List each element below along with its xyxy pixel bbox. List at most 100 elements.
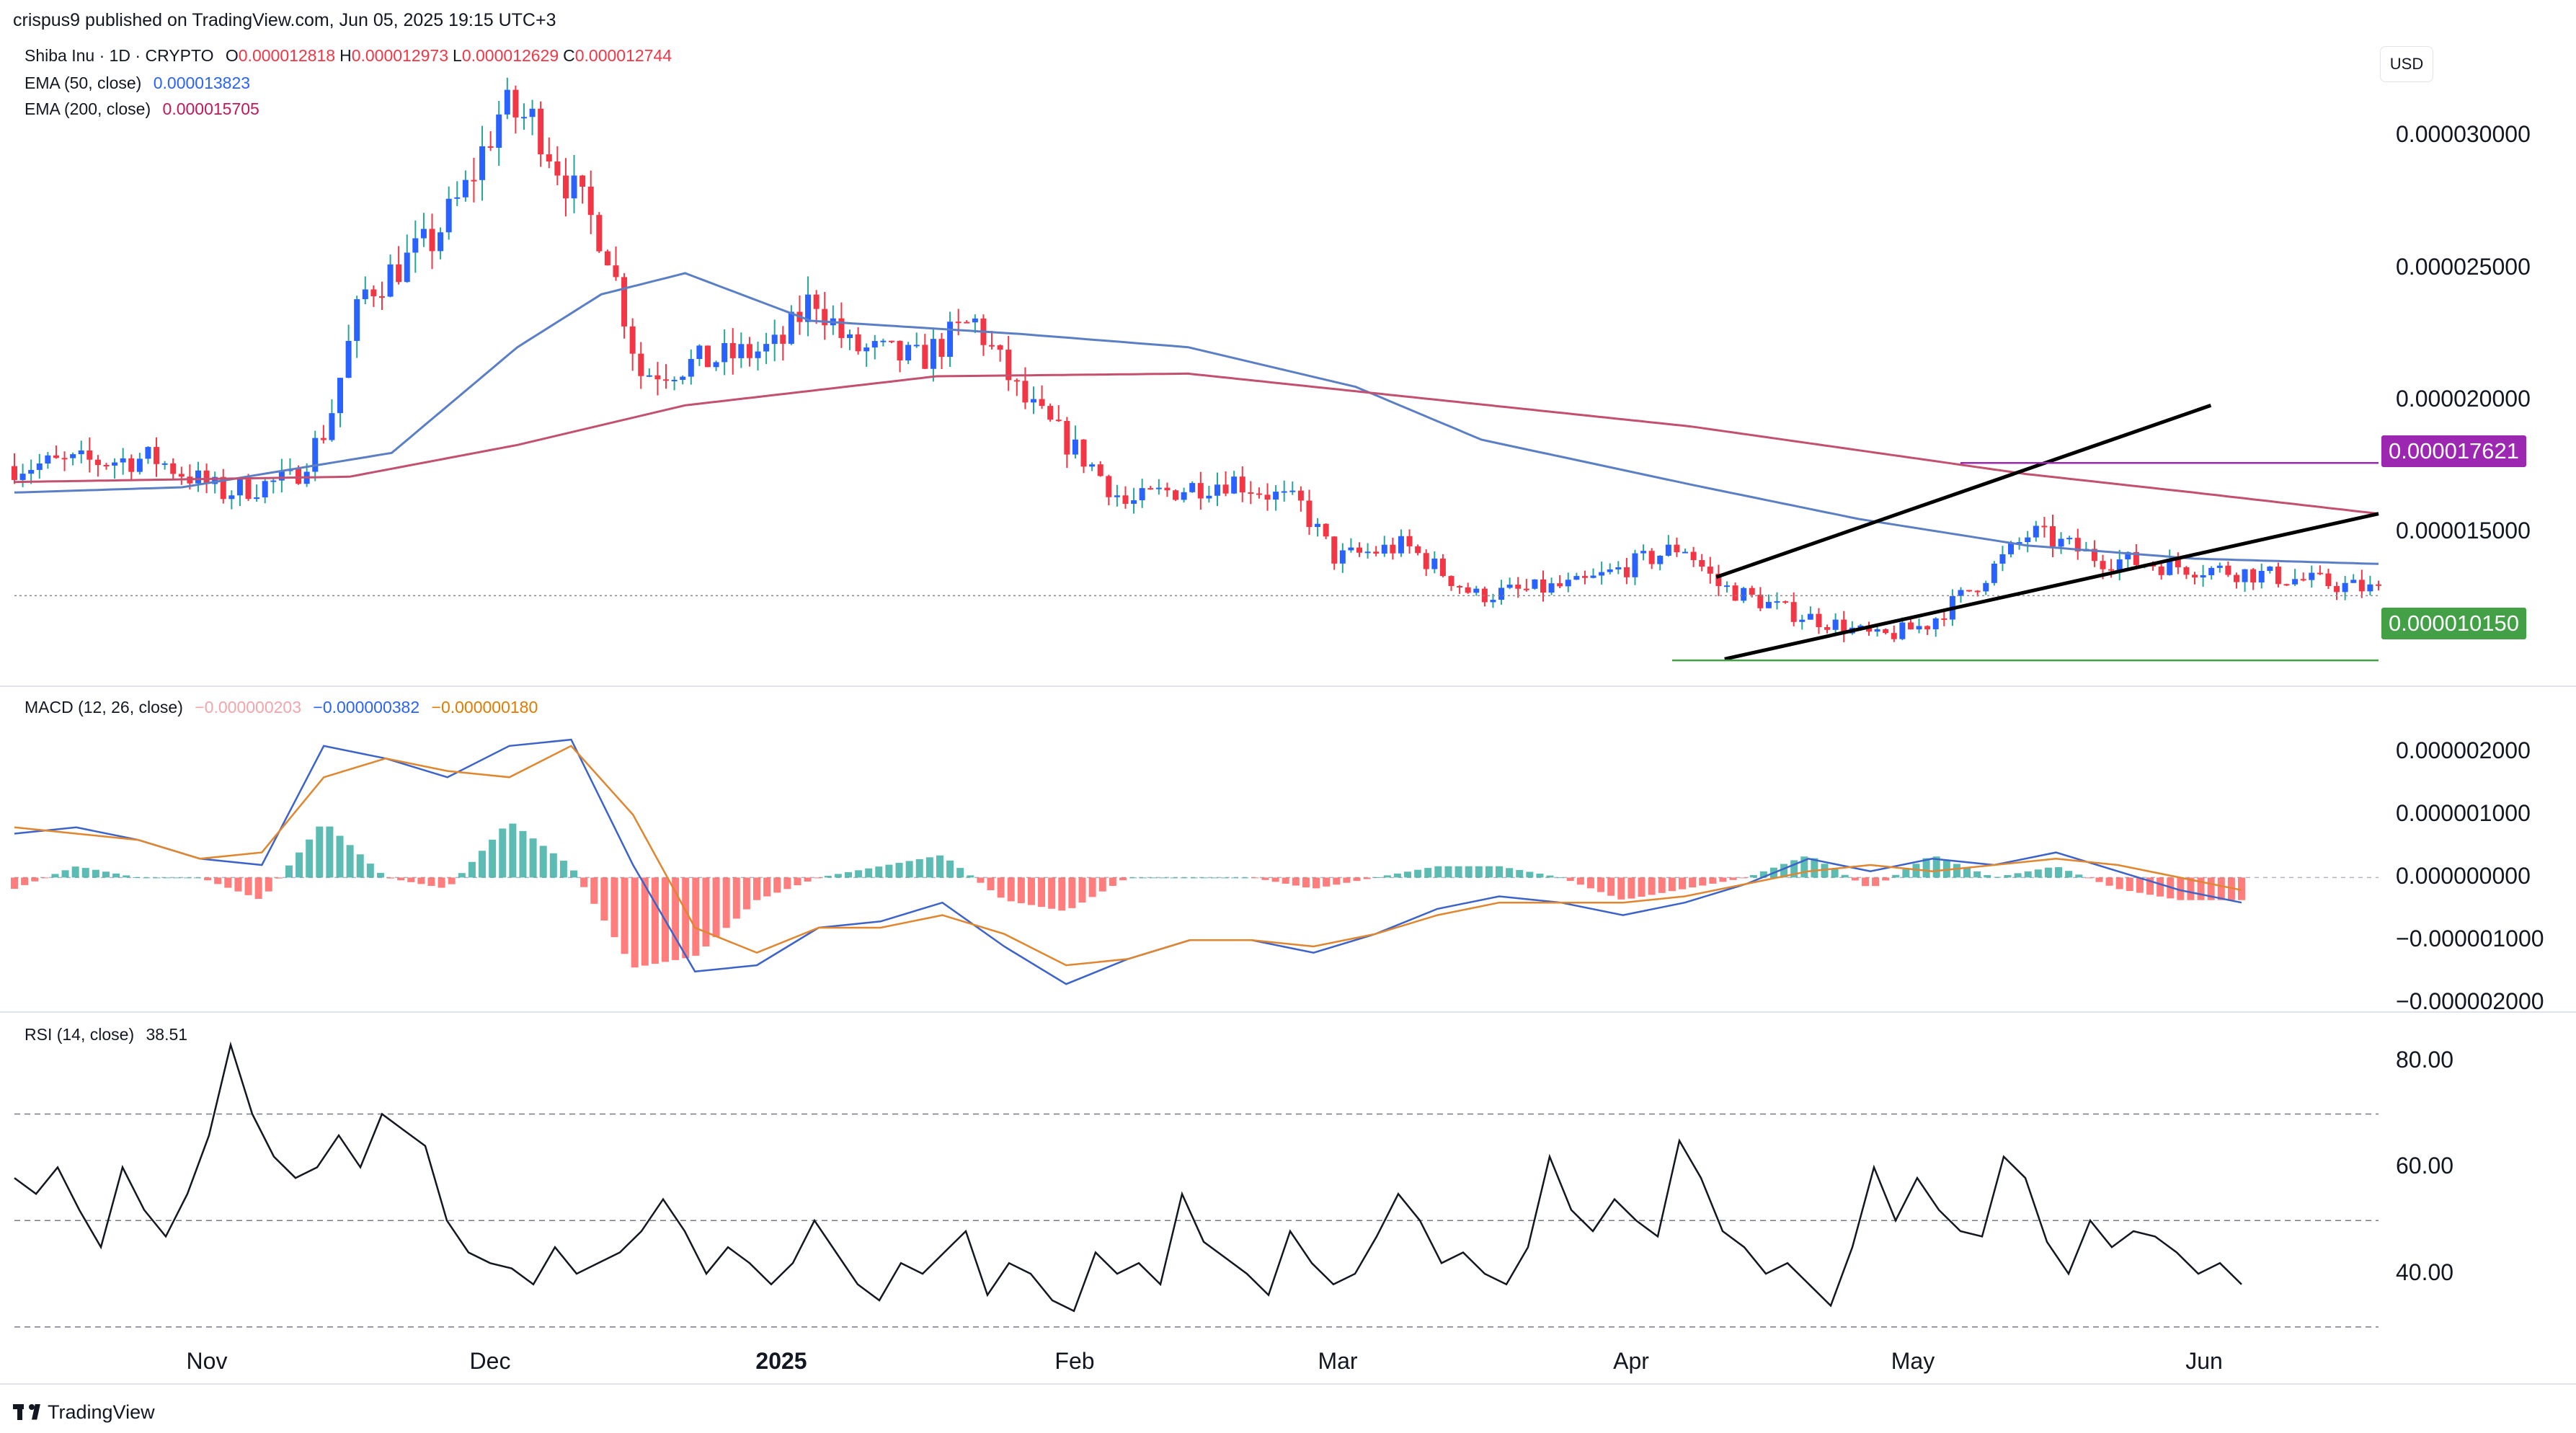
macd-histogram-bar — [1027, 877, 1035, 905]
candle-body — [1039, 399, 1045, 407]
macd-histogram-bar — [1404, 871, 1412, 878]
candle-body — [1657, 555, 1664, 564]
macd-histogram-bar — [651, 877, 659, 964]
candle-body — [713, 362, 719, 368]
macd-histogram-bar — [2105, 877, 2113, 886]
macd-histogram-bar — [844, 871, 852, 878]
candle-body — [1874, 629, 1880, 632]
macd-histogram-bar — [21, 877, 29, 885]
macd-histogram-bar — [1393, 873, 1401, 878]
candle-body — [1932, 618, 1939, 630]
candle-body — [680, 376, 686, 380]
price-axis-label: 0.000030000 — [2396, 121, 2531, 148]
candle-body — [1206, 495, 1212, 499]
macd-histogram-bar — [183, 877, 191, 879]
macd-histogram-bar — [1140, 877, 1147, 879]
candle-body — [721, 342, 728, 363]
candle-body — [1273, 492, 1279, 500]
candle-body — [1264, 494, 1271, 500]
candle-body — [863, 347, 870, 352]
candle-body — [2258, 571, 2265, 583]
candle-body — [161, 463, 168, 465]
candle-body — [955, 321, 961, 324]
candle-body — [1715, 573, 1722, 587]
macd-histogram-bar — [2055, 867, 2063, 878]
macd-histogram-bar — [529, 838, 537, 878]
published-line: crispus9 published on TradingView.com, J… — [13, 10, 556, 30]
candle-body — [1790, 602, 1797, 622]
macd-histogram-bar — [2217, 877, 2225, 900]
macd-histogram-bar — [123, 875, 130, 878]
candle-body — [12, 466, 17, 480]
macd-histogram-bar — [1709, 877, 1717, 884]
candle-body — [621, 277, 628, 327]
macd-histogram-bar — [112, 873, 120, 878]
macd-histogram-bar — [1902, 869, 1910, 878]
candle-body — [1448, 576, 1454, 586]
candle-body — [763, 344, 770, 352]
candle-body — [1231, 476, 1238, 494]
macd-histogram-bar — [1302, 877, 1310, 888]
candle-body — [1765, 602, 1772, 608]
macd-histogram-bar — [1811, 858, 1818, 878]
footer-brand[interactable]: TradingView — [13, 1401, 155, 1424]
candle-body — [529, 108, 536, 117]
price-axis-label: 0.000025000 — [2396, 253, 2531, 280]
macd-histogram-bar — [1780, 864, 1788, 878]
candle-body — [1565, 580, 1571, 587]
candle-body — [847, 334, 853, 338]
candle-body — [1958, 590, 1964, 596]
candle-body — [2091, 549, 2097, 562]
macd-label: MACD (12, 26, close) — [25, 698, 183, 716]
macd-histogram-bar — [1058, 877, 1066, 911]
macd-histogram-bar — [590, 877, 598, 904]
candle-body — [546, 154, 552, 161]
candle-body — [329, 413, 335, 440]
macd-histogram-bar — [1831, 869, 1839, 878]
candle-body — [53, 455, 59, 458]
macd-histogram-bar — [234, 877, 242, 892]
macd-histogram-bar — [366, 864, 374, 878]
macd-histogram-bar — [631, 877, 639, 968]
macd-histogram-bar — [1678, 877, 1686, 889]
candle-body — [429, 229, 435, 252]
candle-body — [1857, 625, 1864, 628]
candle-body — [2025, 537, 2031, 543]
candle-body — [1173, 490, 1179, 500]
candle-body — [1080, 439, 1087, 467]
currency-button[interactable]: USD — [2380, 46, 2433, 82]
macd-histogram-bar — [1170, 877, 1178, 879]
macd-histogram-bar — [1922, 858, 1930, 878]
candle-body — [1473, 588, 1480, 593]
macd-histogram-bar — [1526, 871, 1534, 878]
candle-body — [1807, 613, 1813, 620]
time-axis-label: Nov — [186, 1348, 228, 1374]
macd-histogram-bar — [946, 860, 954, 878]
macd-histogram-bar — [1699, 877, 1707, 886]
time-axis-label: Apr — [1613, 1348, 1649, 1374]
candle-body — [930, 339, 936, 369]
macd-line-value: −0.000000382 — [313, 698, 420, 716]
macd-histogram-bar — [1892, 874, 1900, 878]
pane-separators — [0, 686, 2576, 1385]
candle-body — [604, 251, 610, 266]
macd-histogram-bar — [1251, 877, 1259, 879]
candle-body — [1431, 558, 1438, 569]
candle-body — [2167, 559, 2173, 575]
candle-body — [1506, 585, 1513, 588]
macd-histogram-bar — [336, 835, 344, 878]
candle-body — [345, 340, 352, 378]
macd-histogram-bar — [1586, 877, 1594, 889]
candle-body — [254, 497, 260, 500]
candle-body — [1741, 587, 1747, 601]
macd-histogram-bar — [1821, 864, 1829, 878]
macd-histogram-bar — [1109, 877, 1116, 886]
rsi-pane — [14, 1041, 2379, 1328]
candle-body — [704, 345, 711, 368]
macd-histogram-bar — [2044, 867, 2052, 878]
macd-histogram-bar — [732, 877, 740, 919]
candle-body — [922, 345, 928, 369]
candle-body — [2108, 569, 2115, 571]
macd-legend: MACD (12, 26, close) −0.000000203 −0.000… — [25, 698, 545, 717]
candle-body — [387, 264, 394, 297]
